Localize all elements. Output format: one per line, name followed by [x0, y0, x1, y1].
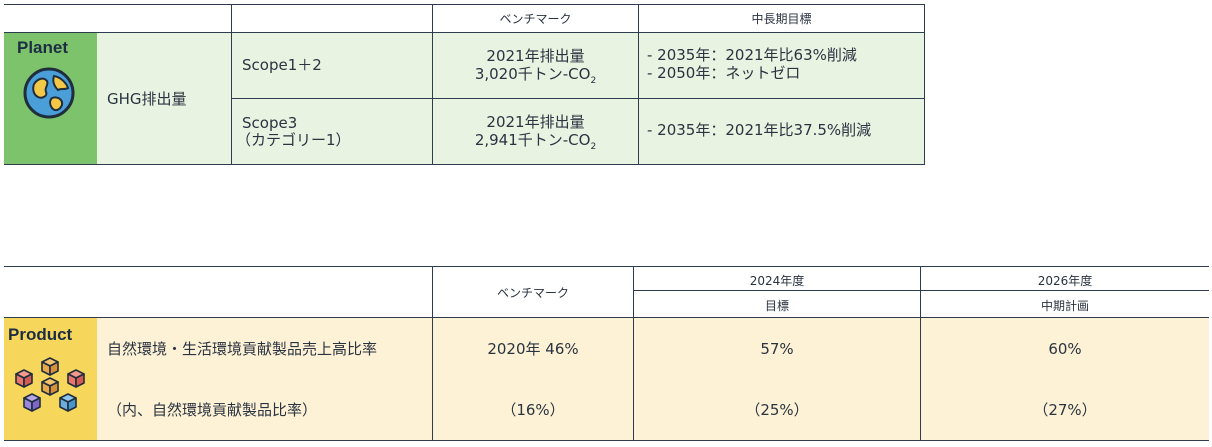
- product-badge-label: Product: [8, 325, 73, 344]
- planet-badge-label: Planet: [17, 38, 69, 57]
- product-header-2026-sub: 中期計画: [1040, 299, 1089, 313]
- product-header-benchmark: ベンチマーク: [496, 286, 569, 300]
- planet-body-bg: [97, 33, 925, 165]
- planet-row1-target-line2: - 2050年：ネットゼロ: [647, 64, 801, 82]
- product-row1-benchmark: 2020年 46%: [487, 340, 579, 358]
- cubes-icon: [15, 357, 85, 412]
- product-header-2024-sub: 目標: [764, 299, 789, 313]
- product-row1-2026: 60%: [1048, 340, 1082, 358]
- product-header-2024: 2024年度: [749, 274, 805, 288]
- planet-row1-scope: Scope1＋2: [242, 56, 322, 74]
- product-row2-2024: （25%）: [745, 401, 809, 419]
- product-row1-label: 自然環境・生活環境貢献製品売上高比率: [107, 340, 378, 358]
- planet-row2-benchmark-line2: 2,941千トン-CO2: [474, 131, 597, 152]
- planet-row2-scope-line2: （カテゴリー1）: [236, 131, 351, 149]
- globe-icon: [23, 67, 75, 119]
- planet-row2-scope-line1: Scope3: [242, 114, 298, 132]
- product-row2-2026: （27%）: [1033, 401, 1097, 419]
- planet-row2-benchmark-line1: 2021年排出量: [486, 113, 585, 131]
- planet-header-target: 中長期目標: [751, 12, 812, 26]
- planet-row1-benchmark-line1: 2021年排出量: [486, 47, 585, 65]
- planet-row2-target-line1: - 2035年：2021年比37.5%削減: [647, 121, 872, 139]
- product-body-bg: [97, 318, 1209, 440]
- product-row1-2024: 57%: [760, 340, 794, 358]
- product-header-2026: 2026年度: [1037, 274, 1093, 288]
- planet-row1-target-line1: - 2035年：2021年比63%削減: [647, 46, 857, 64]
- planet-header-benchmark: ベンチマーク: [499, 12, 572, 26]
- product-row2-benchmark: （16%）: [501, 401, 565, 419]
- planet-row1-benchmark-line2: 3,020千トン-CO2: [474, 65, 597, 86]
- planet-metric-label: GHG排出量: [107, 90, 187, 108]
- product-row2-label: （内、自然環境貢献製品比率）: [107, 401, 318, 419]
